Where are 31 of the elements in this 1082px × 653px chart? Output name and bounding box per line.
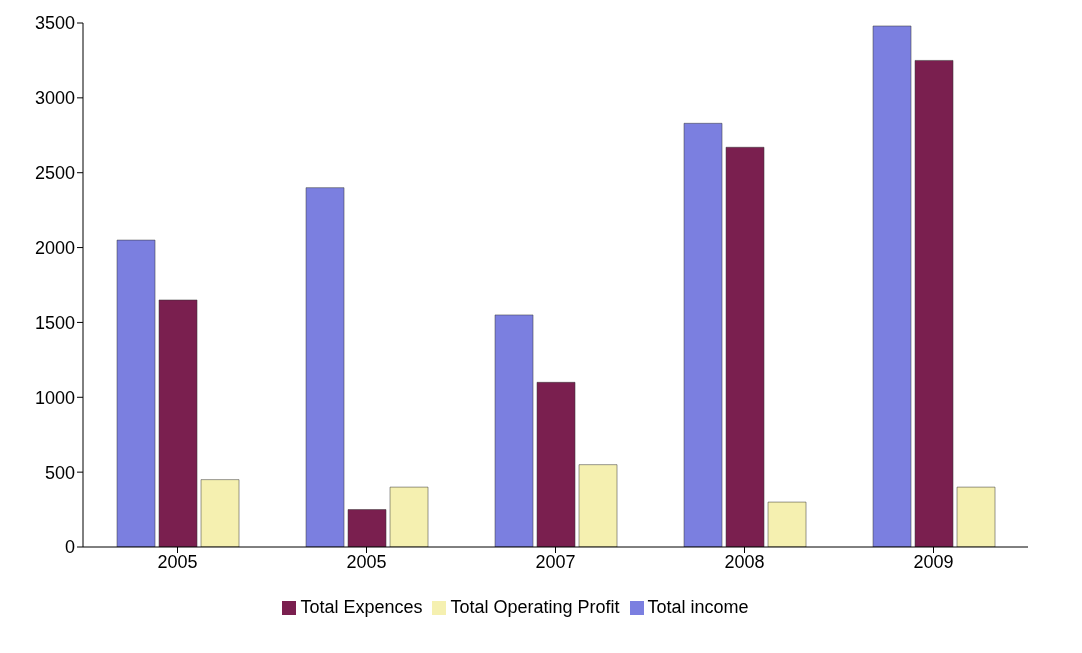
x-tick-label: 2005 [157, 551, 198, 572]
bar [116, 239, 156, 547]
bar [494, 314, 534, 547]
x-tick-label: 2005 [346, 551, 387, 572]
bar [683, 123, 723, 547]
y-tick-label: 1500 [34, 312, 75, 333]
y-tick-label: 2500 [34, 163, 75, 184]
x-tick-label: 2007 [535, 551, 576, 572]
bar [389, 486, 429, 547]
bar [578, 464, 618, 547]
bar [914, 60, 954, 547]
bar [158, 299, 198, 547]
y-tick-label: 1000 [34, 387, 75, 408]
x-tick-label: 2009 [913, 551, 954, 572]
legend-label: Total Operating Profit [450, 597, 620, 617]
x-tick-label: 2008 [724, 551, 765, 572]
y-tick-label: 0 [64, 537, 75, 558]
y-tick-label: 3000 [34, 88, 75, 109]
bar [347, 509, 387, 547]
bar [536, 382, 576, 547]
bar [725, 147, 765, 547]
y-tick-label: 2000 [34, 237, 75, 258]
legend-label: Total Expences [300, 597, 423, 617]
bar [200, 479, 240, 547]
bar [956, 486, 996, 547]
legend-label: Total income [647, 597, 749, 617]
y-tick-label: 500 [44, 462, 75, 483]
bar [305, 187, 345, 547]
bar [767, 501, 807, 547]
y-tick-label: 3500 [34, 13, 75, 34]
bar [872, 25, 912, 547]
